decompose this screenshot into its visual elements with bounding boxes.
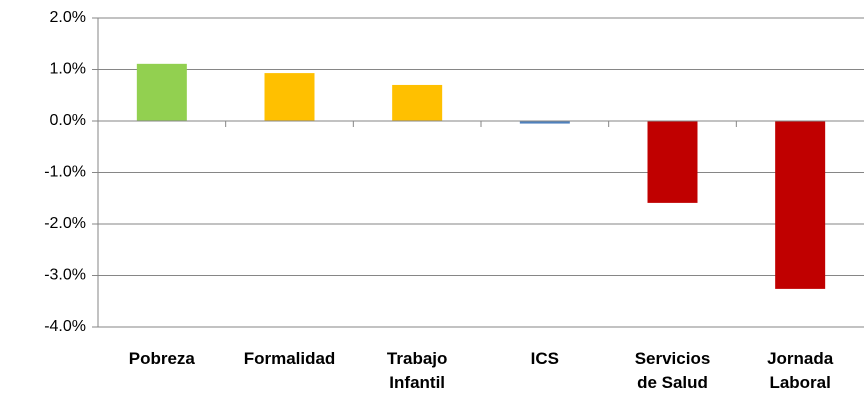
x-tick-label: ICS (530, 349, 559, 368)
x-tick-label: Trabajo Infantil (386, 349, 448, 392)
y-tick-label: -1.0% (44, 164, 86, 181)
x-tick-label: Servicios de Salud (634, 349, 711, 392)
y-tick-label: 0.0% (50, 112, 86, 129)
bar (136, 63, 187, 121)
y-tick-label: 2.0% (50, 9, 86, 26)
bar (775, 121, 826, 289)
bar (647, 121, 698, 203)
x-tick-label: Jornada Laboral (767, 349, 834, 392)
bar (264, 73, 315, 121)
y-tick-label: -3.0% (44, 267, 86, 284)
y-tick-label: 1.0% (50, 61, 86, 78)
y-tick-label: -4.0% (44, 318, 86, 335)
x-tick-label: Formalidad (243, 349, 336, 368)
bar (519, 121, 570, 124)
y-tick-label: -2.0% (44, 215, 86, 232)
x-tick-label: Pobreza (128, 349, 195, 368)
bar (392, 84, 443, 121)
